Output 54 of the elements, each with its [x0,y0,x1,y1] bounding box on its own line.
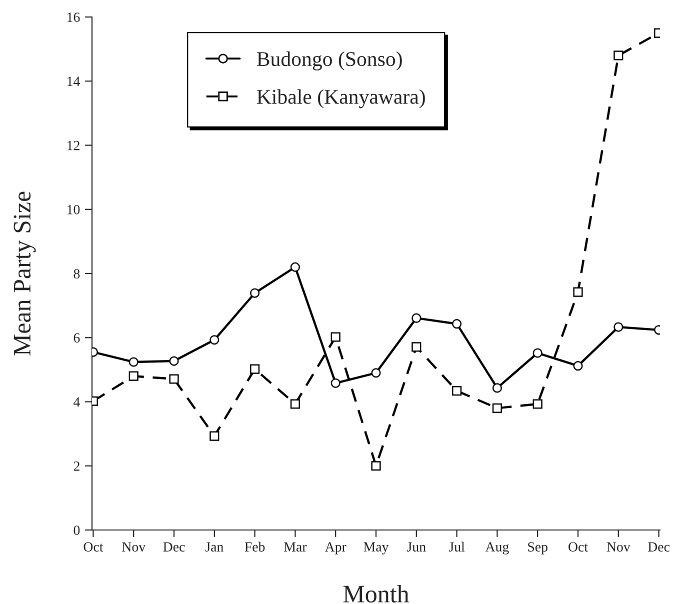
point [290,399,300,409]
point [371,368,381,378]
point [573,287,583,297]
x-tick-label: Jan [205,542,224,552]
y-tick-label: 8 [74,269,80,278]
y-tick-label: 10 [68,204,80,214]
point [492,403,502,413]
x-tick-label: May [364,542,389,554]
point [250,288,260,298]
x-tick-label: Jun [407,542,426,552]
x-tick-label: Nov [122,542,146,552]
point [532,348,542,358]
x-tick-label: Mar [284,542,307,552]
x-tick-label: Dec [648,542,670,552]
y-tick-label: 6 [74,333,80,343]
point [371,461,381,471]
x-tick-label: Oct [568,542,588,552]
point [128,357,138,367]
legend-label: Kibale (Kanyawara) [256,89,425,108]
point [614,322,624,332]
y-tick-label: 4 [74,397,80,407]
point [169,374,179,384]
point [210,431,220,441]
x-tick-label: Jul [448,542,465,552]
point [573,361,583,371]
point [412,313,422,323]
point [330,378,340,388]
y-tick-label: 12 [68,140,80,150]
y-axis-title: Mean Party Size [14,192,36,356]
x-tick-label: Oct [84,542,104,552]
x-axis-title: Month [343,584,410,603]
point [290,262,300,272]
point [128,371,138,381]
point [169,356,179,366]
point [492,383,502,393]
y-tick-label: 2 [74,461,80,471]
point [532,399,542,409]
point [614,50,624,60]
x-tick-label: Sep [528,542,548,554]
x-tick-label: Nov [606,542,630,552]
point [210,335,220,345]
point [412,342,422,352]
point [330,332,340,342]
y-tick-label: 16 [68,12,80,22]
legend-label: Budongo (Sonso) [256,51,402,70]
point [452,386,462,396]
point [452,319,462,329]
x-tick-label: Feb [244,542,265,552]
x-tick-label: Dec [163,542,185,552]
y-tick-label: 14 [68,76,80,86]
x-tick-label: Apr [324,542,346,554]
x-tick-label: Aug [485,542,509,554]
y-tick-label: 0 [74,526,80,535]
point [250,364,260,374]
